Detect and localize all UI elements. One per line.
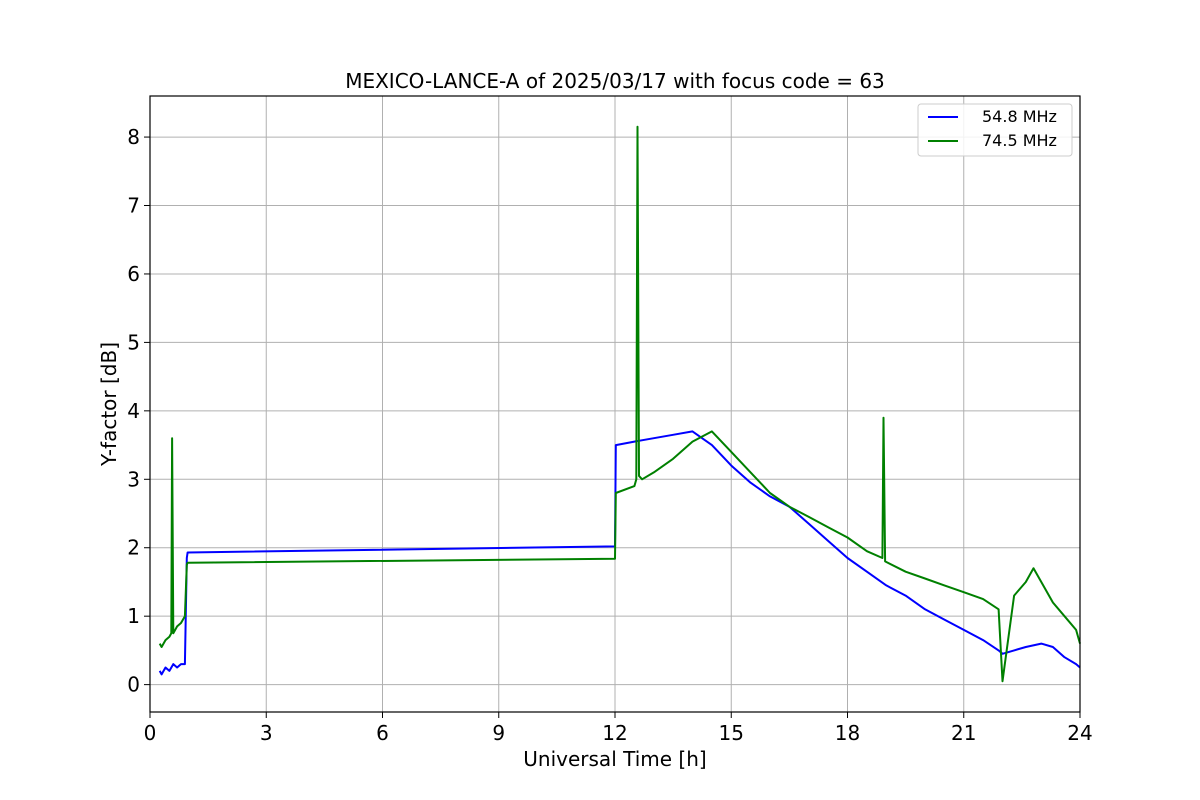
series-line-74-5-mhz	[158, 125, 1081, 683]
x-tick-label: 15	[719, 721, 744, 745]
x-axis-label: Universal Time [h]	[523, 747, 706, 771]
y-tick-label: 8	[127, 125, 140, 149]
x-tick-label: 9	[492, 721, 505, 745]
chart-title: MEXICO-LANCE-A of 2025/03/17 with focus …	[345, 69, 885, 93]
y-tick-label: 3	[127, 467, 140, 491]
x-tick-label: 3	[260, 721, 273, 745]
x-tick-label: 24	[1067, 721, 1092, 745]
legend-label-74-5-mhz: 74.5 MHz	[982, 131, 1057, 150]
y-axis-ticks: 0 1 2 3 4 5 6 7 8	[127, 125, 150, 697]
x-axis-ticks: 0 3 6 9 12 15 18 21 24	[144, 712, 1093, 745]
legend: 54.8 MHz 74.5 MHz	[917, 103, 1073, 157]
x-tick-label: 6	[376, 721, 389, 745]
series-group	[158, 125, 1081, 683]
x-tick-label: 12	[602, 721, 627, 745]
x-tick-label: 18	[835, 721, 860, 745]
y-tick-label: 6	[127, 262, 140, 286]
y-tick-label: 0	[127, 673, 140, 697]
x-tick-label: 21	[951, 721, 976, 745]
x-tick-label: 0	[144, 721, 157, 745]
y-tick-label: 7	[127, 194, 140, 218]
y-tick-label: 2	[127, 536, 140, 560]
legend-label-54-8-mhz: 54.8 MHz	[982, 107, 1057, 126]
y-axis-label: Y-factor [dB]	[97, 342, 121, 467]
y-tick-label: 4	[127, 399, 140, 423]
y-tick-label: 1	[127, 604, 140, 628]
series-line-54-8-mhz	[158, 430, 1081, 676]
y-tick-label: 5	[127, 330, 140, 354]
